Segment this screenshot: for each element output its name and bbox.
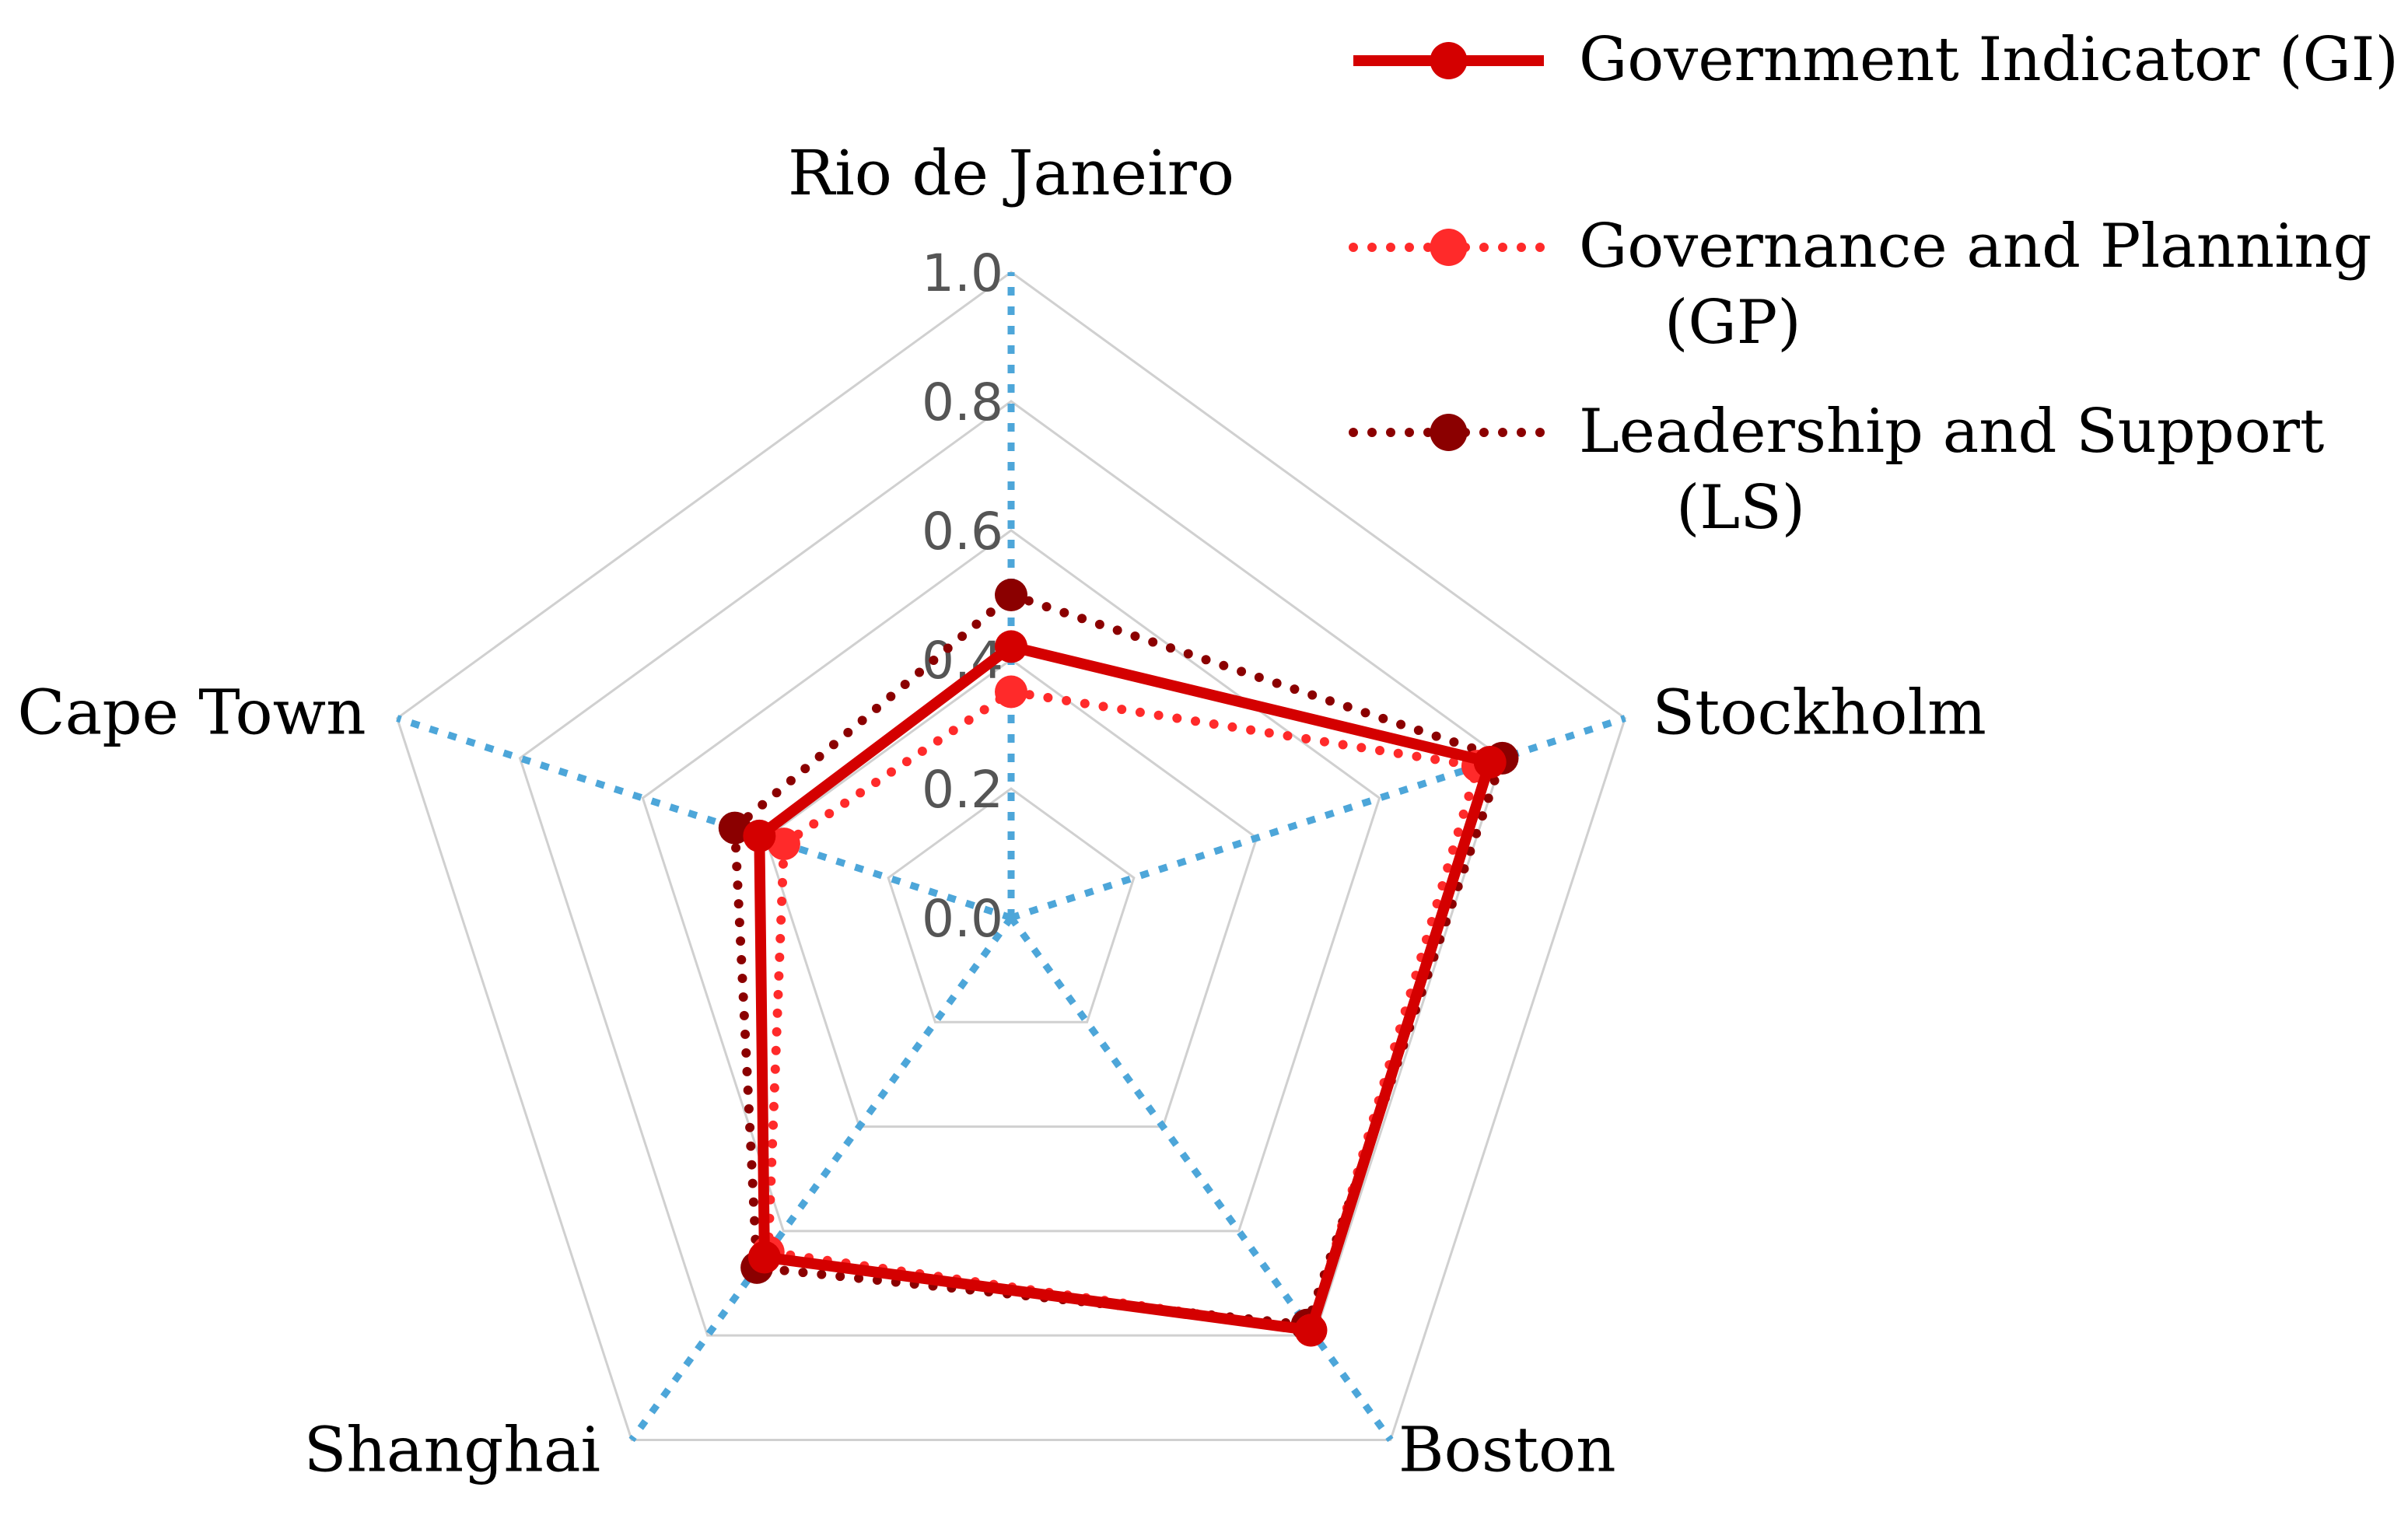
series-government-indicator-gi: [743, 630, 1507, 1347]
tick-label-1: 0.2: [922, 760, 1003, 820]
series-line-leadership-and-support-ls: [730, 590, 1507, 1330]
tick-label-4: 0.8: [922, 373, 1003, 432]
point-governance-and-planning-gp-rio-de-janeiro: [995, 675, 1027, 709]
grid: [395, 271, 1627, 1441]
legend-label: Leadership and Support (LS): [1579, 397, 2324, 543]
series-line-government-indicator-gi: [754, 641, 1496, 1336]
point-leadership-and-support-ls-cape-town: [718, 811, 751, 845]
point-government-indicator-gi-rio-de-janeiro: [995, 630, 1027, 663]
spoke-shanghai: [628, 915, 1014, 1443]
legend-swatch-marker: [1430, 229, 1468, 266]
series-line-governance-and-planning-gp: [763, 687, 1482, 1335]
tick-labels: 0.00.20.40.60.81.0: [922, 243, 1003, 949]
grid-ring-3: [641, 529, 1381, 1233]
legend-item-leadership-and-support-ls: Leadership and Support (LS): [1349, 397, 2324, 543]
legend-label-line-0: Government Indicator (GI): [1579, 25, 2399, 95]
legend-label-line-0: Leadership and Support: [1579, 397, 2324, 467]
legend-label-line-1: (GP): [1664, 288, 1801, 358]
legend-label: Governance and Planning (GP): [1579, 212, 2371, 358]
spoke-stockholm: [1010, 715, 1626, 922]
legend-label-line-1: (LS): [1676, 473, 1805, 543]
grid-ring-5: [395, 271, 1627, 1441]
grid-ring-2: [764, 658, 1258, 1128]
legend-label-line-0: Governance and Planning: [1579, 212, 2371, 282]
legend-item-government-indicator-gi: Government Indicator (GI): [1353, 25, 2399, 95]
legend-swatch-marker: [1430, 42, 1468, 79]
spoke-boston: [1008, 915, 1394, 1443]
tick-label-3: 0.6: [922, 502, 1003, 562]
legend-swatch-marker: [1430, 414, 1468, 451]
point-government-indicator-gi-stockholm: [1473, 745, 1507, 778]
legend: Government Indicator (GI) Governance and …: [1349, 25, 2399, 543]
category-label-cape-town: Cape Town: [17, 677, 366, 749]
point-government-indicator-gi-shanghai: [747, 1240, 781, 1274]
tick-label-5: 1.0: [922, 243, 1003, 303]
series-governance-and-planning-gp: [751, 675, 1494, 1347]
point-government-indicator-gi-boston: [1294, 1314, 1328, 1347]
series-lines: [718, 579, 1519, 1347]
category-label-shanghai: Shanghai: [304, 1413, 601, 1485]
point-leadership-and-support-ls-rio-de-janeiro: [995, 579, 1027, 611]
legend-label: Government Indicator (GI): [1579, 25, 2399, 95]
series-leadership-and-support-ls: [718, 579, 1519, 1342]
category-label-boston: Boston: [1398, 1413, 1616, 1485]
point-government-indicator-gi-cape-town: [743, 819, 776, 852]
tick-label-0: 0.0: [922, 889, 1003, 949]
category-labels: Rio de Janeiro Stockholm Boston Shanghai Cap…: [17, 137, 1986, 1485]
grid-ring-1: [887, 787, 1136, 1023]
category-label-stockholm: Stockholm: [1652, 677, 1986, 749]
point-governance-and-planning-gp-cape-town: [767, 827, 800, 861]
category-label-rio-de-janeiro: Rio de Janeiro: [788, 137, 1234, 209]
legend-item-governance-and-planning-gp: Governance and Planning (GP): [1349, 212, 2371, 358]
grid-ring-4: [518, 400, 1504, 1337]
